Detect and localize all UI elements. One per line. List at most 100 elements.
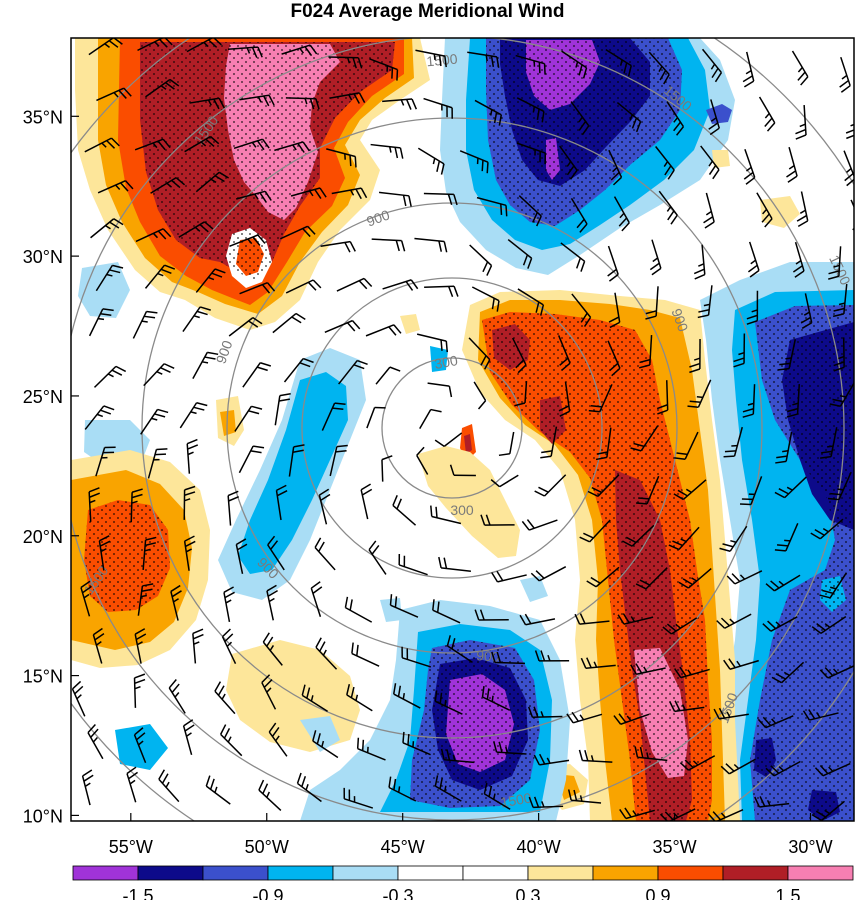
wind-barb-flag	[720, 812, 727, 819]
wind-barb-flag	[262, 783, 269, 795]
colorbar: -1.5 -0.9 -0.3 0.3 0.9 1.5	[72, 865, 854, 900]
wind-barb-flag	[792, 402, 799, 406]
wind-barb-flag	[762, 716, 772, 727]
wind-barb-flag	[252, 317, 263, 325]
wind-barb-flag	[774, 549, 786, 552]
wind-barb-flag	[268, 722, 277, 733]
wind-barb-flag	[80, 580, 91, 589]
wind-barb-flag	[618, 713, 627, 723]
wind-barb-flag	[201, 361, 209, 364]
wind-barb-flag	[252, 236, 261, 246]
wind-barb-flag	[309, 98, 315, 110]
wind-barb-flag	[256, 366, 268, 372]
wind-barb-flag	[358, 92, 366, 103]
range-ring	[301, 277, 603, 579]
wind-barb-flag	[388, 776, 392, 788]
wind-barb-flag	[491, 572, 499, 583]
wind-barb-flag	[833, 668, 839, 674]
colorbar-swatch	[657, 865, 724, 881]
wind-barb-flag	[764, 218, 773, 228]
wind-barb-flag	[832, 398, 844, 403]
wind-barb-flag	[187, 451, 194, 456]
wind-barb-flag	[105, 224, 111, 230]
wind-barb-flag	[90, 728, 99, 738]
wind-barb-flag	[214, 786, 218, 793]
lat-tick-label: 10°N	[23, 806, 63, 826]
wind-barb-flag	[276, 490, 288, 497]
wind-barb-flag	[799, 209, 806, 214]
wind-barb-flag	[207, 351, 219, 356]
lon-tick-label: 50°W	[245, 837, 289, 857]
wind-barb-flag	[730, 539, 737, 543]
wind-barb-flag	[349, 155, 352, 167]
wind-barb-flag	[452, 754, 456, 761]
wind-barb-flag	[152, 142, 158, 149]
wind-barb-flag	[673, 121, 682, 132]
wind-barb-flag	[344, 596, 349, 608]
wind-barb-flag	[307, 281, 317, 291]
wind-barb-flag	[679, 762, 689, 771]
wind-barb-flag	[89, 492, 100, 498]
wind-barb-flag	[739, 574, 746, 580]
wind-barb-flag	[527, 258, 533, 269]
wind-barb-flag	[778, 580, 785, 586]
wind-barb-flag	[299, 47, 305, 54]
wind-barb-flag	[668, 544, 680, 551]
wind-barb-flag	[304, 98, 308, 105]
wind-barb-flag	[264, 190, 272, 201]
wind-barb-flag	[275, 735, 280, 742]
wind-barb-flag	[778, 367, 790, 371]
wind-barb-flag	[170, 584, 181, 593]
wind-barb-flag	[438, 556, 442, 569]
wind-barb-flag	[204, 221, 214, 230]
wind-barb-flag	[582, 67, 588, 79]
wind-barb-shaft	[328, 56, 359, 59]
wind-barb-flag	[559, 410, 570, 417]
wind-barb-flag	[253, 445, 265, 449]
wind-barb-flag	[160, 268, 172, 274]
colorbar-swatch	[332, 865, 399, 881]
wind-barb-flag	[505, 746, 509, 753]
wind-barb-flag	[203, 41, 209, 48]
colorbar-swatch	[202, 865, 269, 881]
wind-barb-flag	[291, 316, 302, 324]
wind-barb-flag	[673, 117, 679, 123]
wind-barb-flag	[694, 273, 706, 280]
wind-barb-flag	[745, 166, 752, 172]
wind-barb-flag	[258, 779, 265, 791]
wind-barb-flag	[845, 129, 854, 134]
wind-barb-flag	[498, 452, 510, 457]
wind-barb-flag	[261, 674, 271, 684]
wind-barb-flag	[99, 535, 110, 542]
wind-barb-flag	[595, 456, 608, 461]
wind-barb-flag	[574, 613, 581, 625]
wind-barb-flag	[348, 94, 353, 101]
wind-barb-flag	[82, 769, 93, 777]
wind-barb-flag	[279, 393, 291, 397]
wind-barb-flag	[844, 172, 854, 182]
wind-barb-flag	[750, 259, 757, 265]
wind-barb-flag	[711, 67, 719, 79]
wind-barb-flag	[720, 617, 730, 627]
wind-barb-flag	[833, 307, 845, 312]
wind-barb-flag	[388, 326, 397, 336]
wind-barb-flag	[263, 679, 273, 688]
wind-barb-flag	[609, 362, 619, 372]
ring-label: 300	[433, 352, 459, 372]
wind-barb-flag	[621, 222, 630, 232]
wind-barb-flag	[166, 182, 173, 188]
wind-barb-flag	[580, 312, 588, 323]
wind-barb-flag	[651, 267, 662, 276]
wind-barb-flag	[405, 281, 414, 291]
wind-barb-flag	[696, 396, 703, 399]
wind-barb-flag	[131, 493, 143, 499]
wind-barb-flag	[443, 785, 447, 792]
wind-barb-flag	[838, 355, 845, 360]
wind-barb-flag	[538, 486, 549, 493]
wind-barb-flag	[729, 618, 735, 624]
wind-barb-flag	[140, 594, 147, 598]
wind-barb-flag	[447, 194, 453, 206]
wind-barb-flag	[115, 184, 121, 191]
wind-barb-flag	[535, 301, 540, 313]
